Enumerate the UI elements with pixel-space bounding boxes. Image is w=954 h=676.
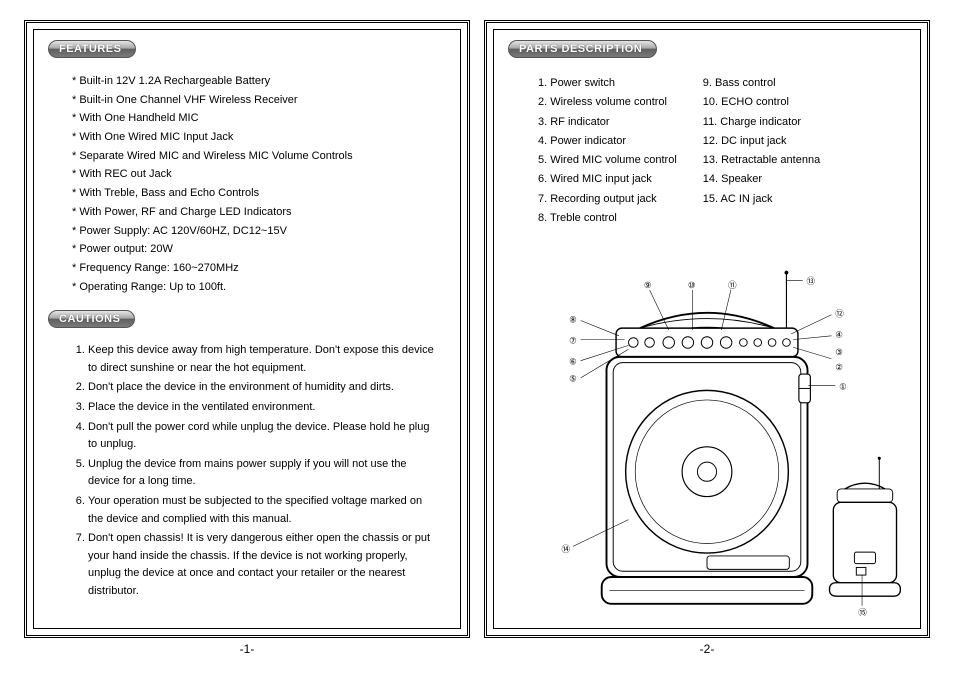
- page-2-inner: PARTS DESCRIPTION 1. Power switch 2. Wir…: [493, 29, 921, 629]
- part-item: 7. Recording output jack: [538, 190, 677, 209]
- features-heading: FEATURES: [48, 40, 136, 58]
- cautions-heading: CAUTIONS: [48, 310, 135, 328]
- caution-item: Don't place the device in the environmen…: [88, 379, 446, 397]
- feature-item: With Power, RF and Charge LED Indicators: [72, 203, 446, 222]
- callout-3-icon: ③: [835, 347, 843, 357]
- part-item: 5. Wired MIC volume control: [538, 151, 677, 170]
- parts-col-right: 9. Bass control 10. ECHO control 11. Cha…: [703, 74, 820, 228]
- part-item: 14. Speaker: [703, 170, 820, 189]
- caution-item: Place the device in the ventilated envir…: [88, 399, 446, 417]
- part-item: 3. RF indicator: [538, 113, 677, 132]
- page-2-wrap: PARTS DESCRIPTION 1. Power switch 2. Wir…: [484, 20, 930, 656]
- callout-5-icon: ⑤: [569, 374, 577, 384]
- part-item: 8. Treble control: [538, 209, 677, 228]
- cautions-list: Keep this device away from high temperat…: [72, 342, 446, 600]
- feature-item: Frequency Range: 160~270MHz: [72, 259, 446, 278]
- part-item: 11. Charge indicator: [703, 113, 820, 132]
- caution-item: Keep this device away from high temperat…: [88, 342, 446, 377]
- caution-item: Don't open chassis! It is very dangerous…: [88, 530, 446, 600]
- part-item: 13. Retractable antenna: [703, 151, 820, 170]
- feature-item: Separate Wired MIC and Wireless MIC Volu…: [72, 147, 446, 166]
- page-1-inner: FEATURES Built-in 12V 1.2A Rechargeable …: [33, 29, 461, 629]
- caution-item: Your operation must be subjected to the …: [88, 493, 446, 528]
- callout-6-icon: ⑥: [569, 357, 577, 367]
- manual-spread: FEATURES Built-in 12V 1.2A Rechargeable …: [0, 0, 954, 676]
- caution-item: Don't pull the power cord while unplug t…: [88, 419, 446, 454]
- callout-9-icon: ⑨: [644, 280, 652, 290]
- part-item: 1. Power switch: [538, 74, 677, 93]
- part-item: 10. ECHO control: [703, 93, 820, 112]
- feature-item: Power Supply: AC 120V/60HZ, DC12~15V: [72, 222, 446, 241]
- diagram-svg: ⑧ ⑦ ⑥ ⑤ ⑨ ⑩ ⑪ ⑬ ⑫ ④ ③ ② ① ⑭: [506, 270, 908, 616]
- page-2: PARTS DESCRIPTION 1. Power switch 2. Wir…: [484, 20, 930, 638]
- callout-4-icon: ④: [835, 330, 843, 340]
- part-item: 15. AC IN jack: [703, 190, 820, 209]
- callout-8-icon: ⑧: [569, 314, 577, 324]
- features-list: Built-in 12V 1.2A Rechargeable Battery B…: [72, 72, 446, 296]
- callout-7-icon: ⑦: [569, 335, 577, 345]
- callout-15-icon: ⑮: [858, 607, 867, 616]
- part-item: 2. Wireless volume control: [538, 93, 677, 112]
- feature-item: Built-in 12V 1.2A Rechargeable Battery: [72, 72, 446, 91]
- feature-item: With Treble, Bass and Echo Controls: [72, 184, 446, 203]
- parts-heading: PARTS DESCRIPTION: [508, 40, 657, 58]
- page-1-wrap: FEATURES Built-in 12V 1.2A Rechargeable …: [24, 20, 470, 656]
- device-diagram: ⑧ ⑦ ⑥ ⑤ ⑨ ⑩ ⑪ ⑬ ⑫ ④ ③ ② ① ⑭: [506, 270, 908, 616]
- feature-item: Operating Range: Up to 100ft.: [72, 278, 446, 297]
- parts-list: 1. Power switch 2. Wireless volume contr…: [538, 74, 906, 228]
- page-1: FEATURES Built-in 12V 1.2A Rechargeable …: [24, 20, 470, 638]
- callout-10-icon: ⑩: [688, 280, 696, 290]
- part-item: 6. Wired MIC input jack: [538, 170, 677, 189]
- callout-12-icon: ⑫: [835, 309, 844, 319]
- part-item: 4. Power indicator: [538, 132, 677, 151]
- feature-item: With One Handheld MIC: [72, 109, 446, 128]
- feature-item: Built-in One Channel VHF Wireless Receiv…: [72, 91, 446, 110]
- callout-14-icon: ⑭: [562, 544, 571, 554]
- callout-2-icon: ②: [835, 362, 843, 372]
- caution-item: Unplug the device from mains power suppl…: [88, 456, 446, 491]
- part-item: 9. Bass control: [703, 74, 820, 93]
- callout-11-icon: ⑪: [728, 280, 737, 290]
- page-number-2: -2-: [484, 642, 930, 656]
- feature-item: With One Wired MIC Input Jack: [72, 128, 446, 147]
- part-item: 12. DC input jack: [703, 132, 820, 151]
- page-number-1: -1-: [24, 642, 470, 656]
- parts-col-left: 1. Power switch 2. Wireless volume contr…: [538, 74, 677, 228]
- callout-1-icon: ①: [839, 381, 847, 391]
- callout-13-icon: ⑬: [807, 276, 816, 286]
- feature-item: Power output: 20W: [72, 240, 446, 259]
- feature-item: With REC out Jack: [72, 165, 446, 184]
